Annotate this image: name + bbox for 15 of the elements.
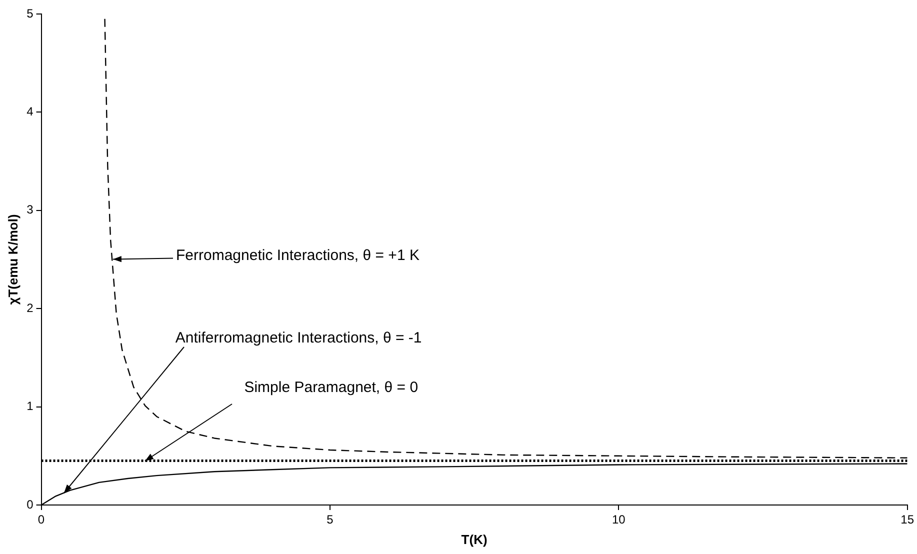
y-tick-label: 1 (26, 399, 34, 414)
x-tick-label: 5 (326, 512, 334, 527)
x-tick-label: 15 (900, 512, 914, 527)
y-tick-label: 3 (26, 202, 34, 217)
x-tick-label: 0 (38, 512, 45, 527)
x-axis-title: T(K) (461, 532, 488, 547)
y-tick-label: 2 (26, 300, 34, 315)
y-tick-label: 0 (26, 497, 34, 512)
annotation: Simple Paramagnet, θ = 0 (244, 378, 418, 396)
y-tick-label: 5 (26, 6, 34, 20)
x-tick-label: 10 (612, 512, 626, 527)
y-axis-title: χT(emu K/mol) (5, 214, 20, 305)
annotation: Antiferromagnetic Interactions, θ = -1 (175, 329, 422, 346)
y-tick-label: 4 (26, 104, 34, 119)
annotation: Ferromagnetic Interactions, θ = +1 K (176, 247, 420, 264)
